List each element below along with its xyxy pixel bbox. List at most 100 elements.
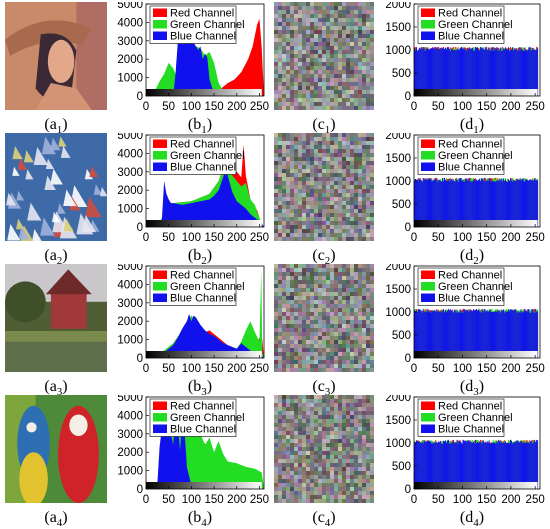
legend-swatch-blue xyxy=(153,293,167,302)
bar xyxy=(505,310,507,358)
bar xyxy=(446,440,448,489)
x-tick-label: 50 xyxy=(162,363,175,375)
bar xyxy=(414,311,416,358)
bar xyxy=(521,178,523,227)
legend-swatch-blue xyxy=(153,31,167,40)
y-tick-label: 2000 xyxy=(385,395,411,404)
bar xyxy=(489,50,491,96)
bar xyxy=(514,309,516,358)
y-tick-label: 1500 xyxy=(385,284,411,296)
bar xyxy=(444,312,446,358)
bar xyxy=(458,179,460,227)
x-tick-label: 150 xyxy=(477,232,496,244)
bar xyxy=(536,49,538,96)
bar xyxy=(517,179,519,227)
bar xyxy=(484,442,486,489)
x-tick-label: 0 xyxy=(411,363,417,375)
bar xyxy=(444,48,446,96)
bar xyxy=(521,49,523,96)
legend-label-red: Red Channel xyxy=(438,270,502,282)
bar xyxy=(458,441,460,489)
bar xyxy=(506,49,508,96)
bar xyxy=(502,50,504,96)
bar xyxy=(523,442,525,489)
bar xyxy=(497,50,499,96)
bar xyxy=(533,312,535,358)
bar xyxy=(461,310,463,358)
bar xyxy=(460,442,462,489)
bar xyxy=(535,180,537,227)
legend-label-green: Green Channel xyxy=(170,150,245,162)
bar xyxy=(517,50,519,96)
bar xyxy=(513,49,515,96)
bar xyxy=(436,49,438,96)
bar xyxy=(526,179,528,227)
bar xyxy=(464,49,466,96)
axes-frame xyxy=(145,265,265,359)
x-tick-label: 50 xyxy=(162,232,175,244)
bar xyxy=(473,50,475,96)
caption-close: ) xyxy=(62,509,68,526)
bar xyxy=(435,443,437,489)
bar xyxy=(447,439,449,489)
bar xyxy=(449,309,451,358)
bar xyxy=(459,48,461,96)
legend-swatch-blue xyxy=(153,424,167,433)
bar xyxy=(500,180,502,227)
source-image xyxy=(5,133,107,241)
caption-d: (d2) xyxy=(398,247,546,267)
bar xyxy=(514,442,516,489)
y-tick-label: 2000 xyxy=(117,447,143,459)
bar xyxy=(422,308,424,358)
bar xyxy=(444,177,446,227)
caption-subscript: 4 xyxy=(201,517,207,529)
bar xyxy=(431,181,433,227)
x-tick-label: 150 xyxy=(477,101,496,113)
caption-close: ) xyxy=(330,247,336,264)
caption-close: ) xyxy=(478,509,485,526)
bar xyxy=(465,178,467,227)
caption-letter: (c xyxy=(312,247,325,264)
legend-swatch-blue xyxy=(153,162,167,171)
x-tick-label: 0 xyxy=(411,101,417,113)
bar xyxy=(435,178,437,227)
caption-subscript: 3 xyxy=(324,386,331,399)
bar xyxy=(468,311,470,358)
x-tick-label: 50 xyxy=(432,363,445,375)
bar xyxy=(535,309,537,358)
bar xyxy=(466,179,468,227)
bar xyxy=(458,312,460,358)
bar xyxy=(490,181,492,227)
bar xyxy=(459,441,461,489)
bar xyxy=(415,311,417,358)
house-photo xyxy=(5,264,107,372)
legend-swatch-red xyxy=(153,401,167,410)
bar xyxy=(440,440,442,489)
bar xyxy=(426,310,428,358)
bar xyxy=(520,47,522,96)
bar xyxy=(430,179,432,227)
bar xyxy=(419,310,421,358)
bar xyxy=(479,442,481,489)
bar xyxy=(453,181,455,227)
source-image xyxy=(5,2,107,110)
bar xyxy=(512,180,514,227)
bar xyxy=(491,442,493,489)
bar xyxy=(437,442,439,489)
bar xyxy=(493,181,495,227)
bar xyxy=(528,180,530,227)
bar xyxy=(493,50,495,96)
bar xyxy=(525,50,527,96)
cipher-image xyxy=(274,264,374,372)
bar xyxy=(470,442,472,489)
caption-subscript: 3 xyxy=(56,386,63,399)
bar xyxy=(488,179,490,227)
bar xyxy=(447,308,449,358)
bar xyxy=(487,312,489,358)
bar xyxy=(506,181,508,227)
bar xyxy=(527,50,529,96)
x-tick-label: 200 xyxy=(227,494,246,506)
caption-b: (b1) xyxy=(130,116,270,136)
